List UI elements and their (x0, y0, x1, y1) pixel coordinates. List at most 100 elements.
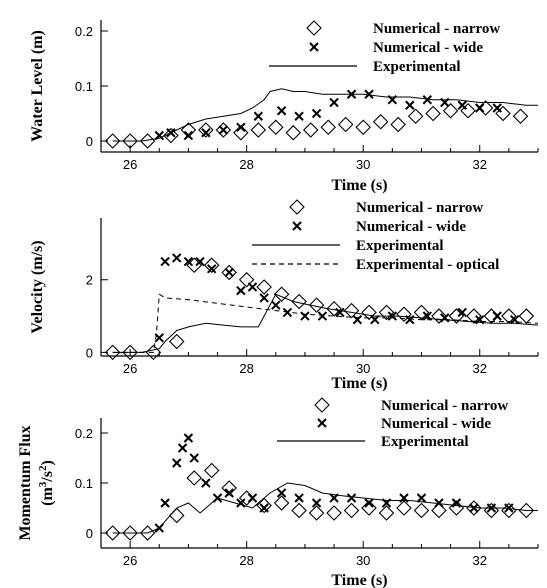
data-point-x (434, 498, 444, 508)
data-point-diamond (285, 124, 302, 141)
data-point-x (189, 453, 199, 463)
data-point-x (183, 256, 194, 267)
data-point-diamond (337, 116, 354, 133)
legend-label: Numerical - wide (356, 219, 466, 235)
data-point-diamond (145, 344, 162, 361)
legend-x-icon (309, 42, 319, 52)
data-point-diamond (104, 525, 121, 541)
data-point-x (405, 100, 415, 110)
x-tick-label: 32 (472, 553, 486, 568)
data-point-x (259, 503, 269, 513)
data-point-x (422, 95, 433, 105)
data-point-diamond (512, 108, 529, 125)
data-point-diamond (396, 306, 412, 323)
data-point-x (346, 493, 357, 503)
x-tick-label: 30 (356, 553, 370, 568)
y-tick-label: 0 (86, 134, 93, 149)
data-point-x (475, 103, 485, 113)
data-point-x (247, 282, 258, 292)
legend-label: Numerical - narrow (381, 398, 508, 414)
legend-label: Numerical - wide (381, 416, 491, 432)
data-point-diamond (233, 124, 249, 141)
y-tick-label: 0.1 (75, 476, 93, 491)
data-point-diamond (442, 102, 459, 119)
data-point-diamond (291, 293, 307, 310)
data-point-diamond (308, 505, 325, 521)
data-point-diamond (221, 480, 237, 496)
data-point-diamond (343, 302, 360, 319)
data-point-x (236, 122, 246, 132)
data-point-x (276, 106, 287, 116)
data-point-x (183, 433, 194, 443)
x-axis-title: Time (s) (331, 177, 387, 194)
x-axis-title: Time (s) (331, 375, 387, 392)
data-point-diamond (256, 497, 272, 514)
data-point-x (218, 125, 229, 135)
data-point-x (177, 443, 188, 453)
legend-x-icon (292, 221, 302, 231)
data-point-x (492, 103, 502, 113)
data-point-diamond (122, 344, 138, 361)
data-point-x (172, 253, 182, 263)
data-point-x (294, 493, 304, 503)
data-point-x (457, 100, 467, 110)
legend-label: Experimental (381, 434, 469, 450)
data-point-x (370, 314, 380, 325)
data-point-x (253, 111, 264, 121)
legend-diamond-icon (314, 397, 330, 413)
legend: Numerical - narrow Numerical - wide Experi… (252, 199, 499, 273)
legend: Numerical - narrow Numerical - wide Experi… (277, 397, 508, 450)
data-point-diamond (378, 304, 395, 321)
data-point-x (224, 488, 234, 498)
legend-label: Numerical - narrow (373, 21, 500, 37)
series-line-experimental-optical (112, 293, 539, 353)
y-tick-label: 0 (86, 345, 93, 360)
x-tick-label: 30 (356, 361, 370, 376)
data-point-diamond (215, 122, 232, 138)
data-point-x (236, 285, 246, 296)
data-point-diamond (396, 500, 412, 516)
data-point-x (160, 498, 170, 508)
x-tick-label: 26 (123, 361, 137, 376)
data-point-diamond (198, 122, 214, 138)
data-point-x (364, 89, 374, 99)
data-point-diamond (372, 113, 389, 130)
data-point-x (329, 97, 339, 108)
data-point-x (364, 498, 374, 508)
data-point-x (317, 311, 328, 321)
data-point-diamond (466, 500, 482, 516)
data-point-diamond (273, 286, 290, 303)
data-point-x (160, 256, 170, 267)
data-point-diamond (122, 525, 138, 541)
data-point-diamond (273, 495, 290, 511)
data-point-diamond (495, 105, 511, 122)
data-point-x (224, 267, 234, 278)
data-point-x (294, 111, 304, 121)
legend-x-icon (317, 418, 327, 428)
data-point-diamond (180, 122, 197, 138)
legend: Numerical - narrow Numerical - wide Experi… (269, 20, 500, 75)
data-point-diamond (308, 297, 325, 313)
data-point-x (440, 313, 450, 323)
data-point-diamond (483, 502, 500, 519)
legend-diamond-icon (306, 20, 322, 36)
series-line-experimental (112, 88, 538, 142)
x-tick-label: 30 (356, 157, 370, 172)
x-tick-label: 28 (239, 157, 253, 172)
x-tick-label: 28 (239, 553, 253, 568)
legend-label: Experimental (373, 59, 461, 75)
y-tick-label: 0.2 (75, 426, 93, 441)
y-tick-label: 2 (86, 273, 93, 288)
y-axis-title: Momentum Flux (m3/s2) (17, 425, 56, 540)
legend-label: Experimental (356, 238, 444, 254)
series-line-experimental (112, 293, 539, 353)
data-point-diamond (203, 257, 220, 273)
data-point-diamond (250, 122, 267, 138)
x-axis-title: Time (s) (331, 572, 387, 588)
data-point-x (195, 256, 205, 267)
data-point-diamond (326, 505, 342, 521)
x-tick-label: 26 (123, 157, 137, 172)
data-point-diamond (238, 271, 255, 288)
chart-panel-1: 26 28 30 32 0 0.1 0.2 Time (s) Water Level (m) Nu… (29, 20, 539, 194)
data-point-x (300, 311, 310, 321)
